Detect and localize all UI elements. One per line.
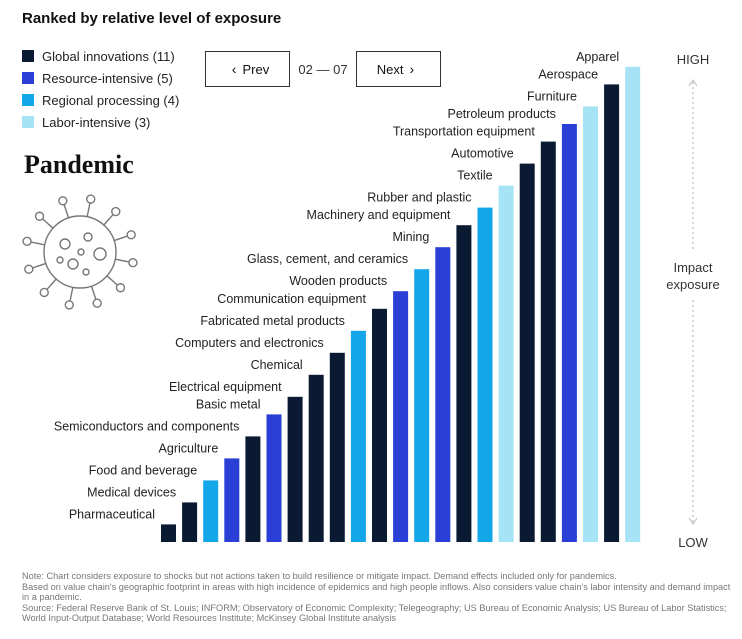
prev-label: Prev (242, 61, 270, 77)
bar-chart: Pharmaceutical Medical devices Food and be… (54, 50, 698, 543)
legend-label: Labor-intensive (3) (42, 114, 151, 130)
bar-label: Chemical (251, 358, 303, 372)
bar-label: Wooden products (289, 274, 387, 288)
chart-notes: Note: Chart considers exposure to shocks… (22, 571, 734, 624)
bar-electrical-equipment (287, 396, 303, 542)
bar-label: Agriculture (159, 441, 219, 455)
legend-label: Resource-intensive (5) (42, 70, 173, 86)
legend-label: Global innovations (11) (42, 48, 175, 64)
legend-swatch (22, 72, 34, 84)
bar-label: Electrical equipment (169, 380, 282, 394)
bar-label: Communication equipment (217, 292, 366, 306)
bar-label: Automotive (451, 147, 514, 161)
bar-wooden-products (393, 291, 409, 542)
note-line: Based on value chain's geographic footpr… (22, 581, 731, 603)
bar-aerospace (604, 84, 620, 543)
bar-petroleum-products (561, 124, 577, 542)
bar-label: Mining (392, 230, 429, 244)
prev-button[interactable]: ‹ Prev (205, 51, 290, 87)
bar-label: Basic metal (196, 397, 261, 411)
bar-semiconductors-and-components (245, 436, 261, 542)
bar-label: Textile (457, 169, 492, 183)
chart-title: Ranked by relative level of exposure (22, 10, 282, 27)
legend-item-regional-processing: Regional processing (4) (22, 89, 179, 111)
arrow-down-icon (688, 517, 698, 525)
bar-label: Petroleum products (448, 107, 556, 121)
bar-label: Medical devices (87, 485, 176, 499)
bar-label: Glass, cement, and ceramics (247, 252, 408, 266)
legend: Global innovations (11) Resource-intensi… (22, 45, 179, 133)
bar-label: Fabricated metal products (200, 314, 345, 328)
arrow-up-icon (688, 79, 698, 87)
bar-label: Aerospace (538, 67, 598, 81)
bar-label: Pharmaceutical (69, 507, 155, 521)
bar-label: Furniture (527, 89, 577, 103)
bar-chemical (308, 374, 324, 542)
bar-transportation-equipment (540, 141, 556, 542)
next-label: Next (376, 61, 404, 77)
bar-label: Transportation equipment (393, 125, 536, 139)
bar-mining (435, 247, 451, 542)
axis-high-label: HIGH (676, 52, 710, 67)
bar-agriculture (224, 458, 240, 542)
bar-food-and-beverage (203, 480, 219, 542)
bar-pharmaceutical (161, 524, 176, 542)
bar-communication-equipment (372, 308, 387, 542)
axis-low-label: LOW (678, 535, 708, 550)
chevron-right-icon: › (409, 61, 415, 77)
bar-label: Machinery and equipment (307, 208, 451, 222)
page-indicator: 02 — 07 (298, 61, 348, 77)
bar-automotive (519, 163, 535, 542)
note-line: Note: Chart considers exposure to shocks… (22, 571, 617, 581)
bar-label: Computers and electronics (175, 336, 324, 350)
legend-swatch (22, 50, 34, 62)
note-line: Source: Federal Reserve Bank of St. Loui… (22, 602, 727, 624)
bar-rubber-and-plastic (477, 207, 493, 542)
bar-label: Food and beverage (89, 463, 197, 477)
chevron-left-icon: ‹ (231, 61, 237, 77)
legend-item-labor-intensive: Labor-intensive (3) (22, 111, 179, 133)
bar-label: Apparel (576, 50, 619, 64)
legend-item-global-innovations: Global innovations (11) (22, 45, 179, 67)
bar-basic-metal (266, 414, 282, 542)
bar-machinery-and-equipment (456, 225, 472, 542)
bar-textile (498, 185, 514, 542)
bar-fabricated-metal-products (350, 330, 366, 542)
bar-furniture (583, 106, 598, 543)
pagination: ‹ Prev 02 — 07 Next › (205, 51, 441, 87)
bar-label: Semiconductors and components (54, 419, 240, 433)
legend-swatch (22, 94, 34, 106)
bar-medical-devices (182, 502, 198, 542)
bar-computers-and-electronics (329, 352, 345, 542)
bar-glass-cement-and-ceramics (414, 269, 430, 542)
scenario-heading: Pandemic (24, 150, 134, 179)
axis-label-line1: Impact (673, 260, 713, 275)
legend-item-resource-intensive: Resource-intensive (5) (22, 67, 179, 89)
virus-icon (22, 194, 138, 310)
next-button[interactable]: Next › (356, 51, 441, 87)
legend-swatch (22, 116, 34, 128)
legend-label: Regional processing (4) (42, 92, 180, 108)
axis-label-line2: exposure (666, 277, 720, 292)
bar-label: Rubber and plastic (367, 191, 471, 205)
bar-apparel (625, 66, 641, 543)
